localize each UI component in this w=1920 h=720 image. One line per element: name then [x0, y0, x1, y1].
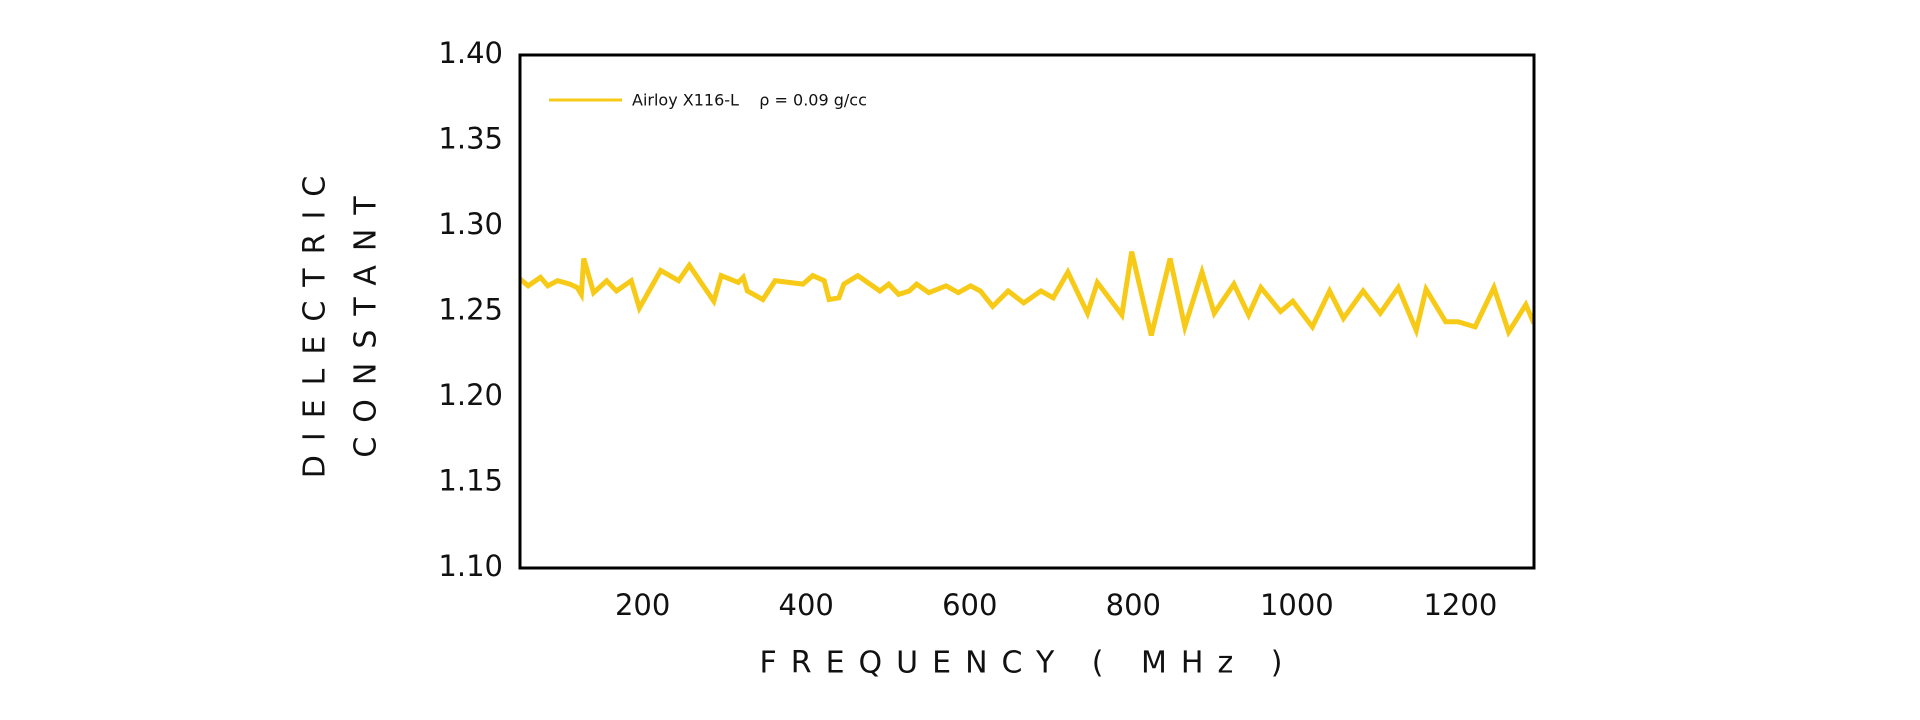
x-tick-label: 200	[615, 588, 670, 622]
plot-frame	[518, 53, 1536, 570]
y-tick-label: 1.15	[438, 464, 503, 498]
y-tick-label: 1.25	[438, 293, 503, 327]
y-tick-label: 1.35	[438, 122, 503, 156]
legend-label: Airloy X116-L ρ = 0.09 g/cc	[632, 91, 867, 110]
x-tick-label: 1200	[1423, 588, 1497, 622]
data-line	[520, 251, 1534, 339]
x-axis-title: FREQUENCY ( MHz )	[760, 646, 1297, 681]
x-tick-label: 400	[779, 588, 834, 622]
x-tick-label: 800	[1106, 588, 1161, 622]
y-tick-label: 1.40	[438, 36, 503, 70]
y-axis-title: CONSTANT	[349, 182, 384, 457]
y-tick-label: 1.30	[438, 207, 503, 241]
y-tick-label: 1.10	[438, 549, 503, 583]
x-tick-label: 600	[942, 588, 997, 622]
y-axis-title: DIELECTRIC	[298, 162, 333, 478]
y-tick-label: 1.20	[438, 378, 503, 412]
x-tick-label: 1000	[1260, 588, 1334, 622]
